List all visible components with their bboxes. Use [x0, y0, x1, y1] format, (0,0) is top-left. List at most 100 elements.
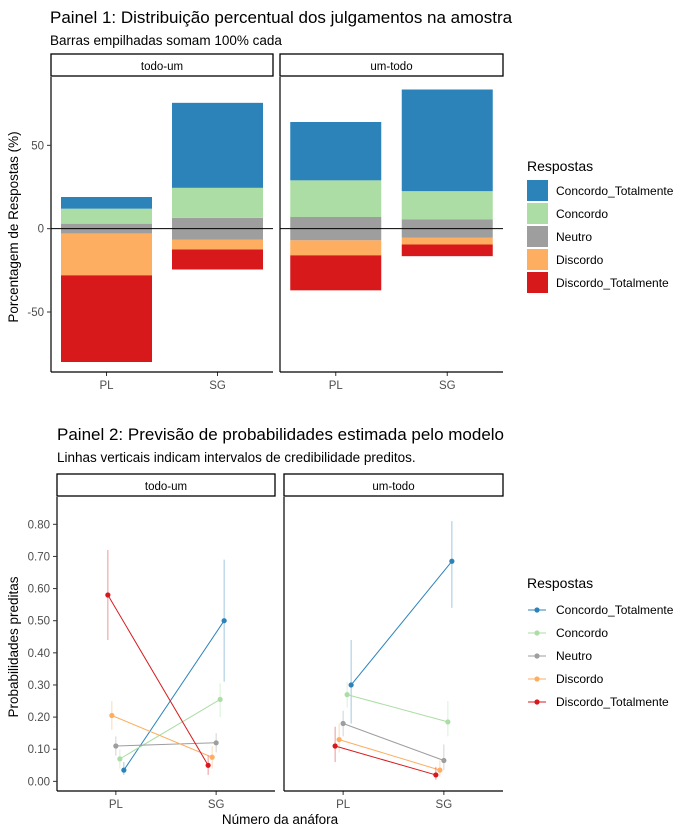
- point-todo-um-discordo-sg: [209, 754, 215, 760]
- legend-label-concordo: Concordo: [556, 626, 608, 640]
- bar-um-todo-pl-concordo-totalmente: [290, 122, 382, 181]
- legend-point-concordo: [534, 630, 540, 636]
- y-tick-label: 0.20: [28, 712, 50, 724]
- panel1-legend-title: Respostas: [527, 158, 593, 174]
- y-tick-label: -50: [27, 307, 44, 319]
- point-todo-um-discordo-totalmente-sg: [205, 762, 211, 768]
- legend-label-discordo: Discordo: [556, 672, 604, 686]
- y-tick-label: 0.00: [28, 776, 50, 788]
- point-todo-um-discordo-pl: [109, 712, 115, 719]
- x-tick-label-pl: PL: [109, 799, 124, 811]
- line-um-todo-neutro: [342, 723, 445, 761]
- point-um-todo-concordo-totalmente-pl: [348, 682, 354, 688]
- bar-um-todo-pl-discordo: [290, 240, 382, 256]
- legend-key-concordo-totalmente: [527, 180, 548, 201]
- panel2-legend-title: Respostas: [527, 575, 593, 591]
- bar-um-todo-sg-concordo-totalmente: [401, 89, 493, 192]
- legend-key-neutro: [527, 226, 548, 247]
- point-um-todo-neutro-pl: [340, 720, 346, 727]
- x-tick-label-sg: SG: [209, 380, 226, 392]
- bar-todo-um-sg-discordo-totalmente: [172, 249, 263, 270]
- panel1-title: Painel 1: Distribuição percentual dos ju…: [50, 8, 513, 27]
- legend-point-discordo-totalmente: [534, 699, 540, 705]
- legend-point-neutro: [534, 653, 540, 659]
- legend-label-concordo-totalmente: Concordo_Totalmente: [556, 603, 674, 617]
- bar-todo-um-sg-concordo-totalmente: [172, 102, 263, 188]
- panel1-y-axis-label: Porcentagem de Respostas (%): [6, 131, 21, 322]
- panel2-subtitle: Linhas verticais indicam intervalos de c…: [57, 450, 416, 465]
- y-tick-label: 0.40: [28, 648, 50, 660]
- panel2-strip-label-todo-um: todo-um: [145, 481, 187, 493]
- legend-label-neutro: Neutro: [556, 230, 592, 244]
- bar-um-todo-sg-discordo-totalmente: [401, 244, 493, 257]
- line-um-todo-concordo-totalmente: [350, 560, 453, 686]
- legend-label-concordo: Concordo: [556, 207, 608, 221]
- bar-um-todo-sg-concordo: [401, 191, 493, 220]
- panel2-marks: [105, 521, 455, 780]
- bar-todo-um-sg-concordo: [172, 187, 263, 218]
- y-tick-label: 50: [31, 140, 44, 152]
- bar-todo-um-pl-discordo-totalmente: [61, 275, 152, 362]
- point-todo-um-concordo-pl: [117, 756, 123, 762]
- legend-label-discordo-totalmente: Discordo_Totalmente: [556, 695, 669, 709]
- x-tick-label-sg: SG: [208, 799, 225, 811]
- x-tick-label-sg: SG: [436, 799, 453, 811]
- legend-label-neutro: Neutro: [556, 649, 592, 663]
- point-um-todo-concordo-totalmente-sg: [449, 558, 455, 564]
- y-tick-label: 0.30: [28, 680, 50, 692]
- panel2-strip-todo-um: [56, 473, 276, 497]
- point-todo-um-discordo-totalmente-pl: [105, 592, 111, 598]
- legend-label-concordo-totalmente: Concordo_Totalmente: [556, 184, 674, 198]
- line-todo-um-concordo: [119, 698, 221, 760]
- bar-todo-um-pl-concordo-totalmente: [61, 197, 152, 209]
- x-tick-label-pl: PL: [99, 380, 114, 392]
- point-um-todo-concordo-pl: [344, 692, 350, 698]
- legend-label-discordo: Discordo: [556, 253, 604, 267]
- bar-um-todo-pl-discordo-totalmente: [290, 255, 382, 291]
- point-um-todo-discordo-totalmente-sg: [433, 772, 439, 778]
- panel1-strip-todo-um: [50, 53, 274, 77]
- panel1-subtitle: Barras empilhadas somam 100% cada: [50, 33, 282, 48]
- x-tick-label-pl: PL: [329, 380, 344, 392]
- panel2-title: Painel 2: Previsão de probabilidades est…: [57, 425, 504, 444]
- line-todo-um-neutro: [115, 742, 217, 747]
- point-um-todo-discordo-totalmente-pl: [332, 743, 338, 749]
- line-todo-um-discordo-totalmente: [107, 594, 209, 766]
- y-tick-label: 0: [38, 224, 44, 236]
- panel1-strip-label-todo-um: todo-um: [141, 61, 183, 73]
- point-um-todo-discordo-pl: [336, 736, 342, 743]
- y-tick-label: 0.50: [28, 616, 50, 628]
- panel1-legend: Respostas Concordo_Totalmente Concordo Neu…: [527, 158, 674, 293]
- bar-todo-um-sg-discordo: [172, 239, 263, 250]
- x-tick-label-sg: SG: [439, 380, 456, 392]
- panel2-y-axis-label: Probabilidades preditas: [6, 576, 21, 717]
- point-todo-um-neutro-sg: [213, 740, 219, 746]
- y-tick-label: 0.80: [28, 519, 50, 531]
- line-um-todo-concordo: [346, 694, 449, 723]
- panel1-strip-label-um-todo: um-todo: [370, 61, 412, 73]
- x-tick-label-pl: PL: [336, 799, 351, 811]
- point-um-todo-discordo-sg: [437, 767, 443, 773]
- legend-key-discordo: [527, 249, 548, 270]
- legend-key-discordo-totalmente: [527, 272, 548, 293]
- panel2-strip-um-todo: [283, 473, 504, 497]
- point-um-todo-neutro-sg: [441, 757, 447, 764]
- line-todo-um-discordo: [111, 715, 213, 758]
- point-um-todo-concordo-sg: [445, 719, 451, 725]
- panel2-axes: PL SG PL SG 0.00 0.10 0.20 0.30 0.40 0.50 0.60 0.70…: [28, 497, 503, 811]
- legend-key-concordo: [527, 203, 548, 224]
- bar-todo-um-pl-discordo: [61, 233, 152, 276]
- y-tick-label: 0.70: [28, 551, 50, 563]
- point-todo-um-neutro-pl: [113, 743, 119, 749]
- legend-label-discordo-totalmente: Discordo_Totalmente: [556, 276, 669, 290]
- point-todo-um-concordo-totalmente-pl: [121, 767, 127, 773]
- panel2-legend: Respostas Concordo_Totalmente Concordo Neu…: [527, 575, 674, 709]
- legend-point-discordo: [534, 676, 540, 682]
- bar-todo-um-pl-concordo: [61, 208, 152, 224]
- panel1-bars: [61, 89, 493, 362]
- y-tick-label: 0.10: [28, 744, 50, 756]
- bar-um-todo-pl-concordo: [290, 180, 382, 217]
- point-todo-um-concordo-sg: [217, 696, 223, 703]
- line-um-todo-discordo-totalmente: [334, 745, 437, 776]
